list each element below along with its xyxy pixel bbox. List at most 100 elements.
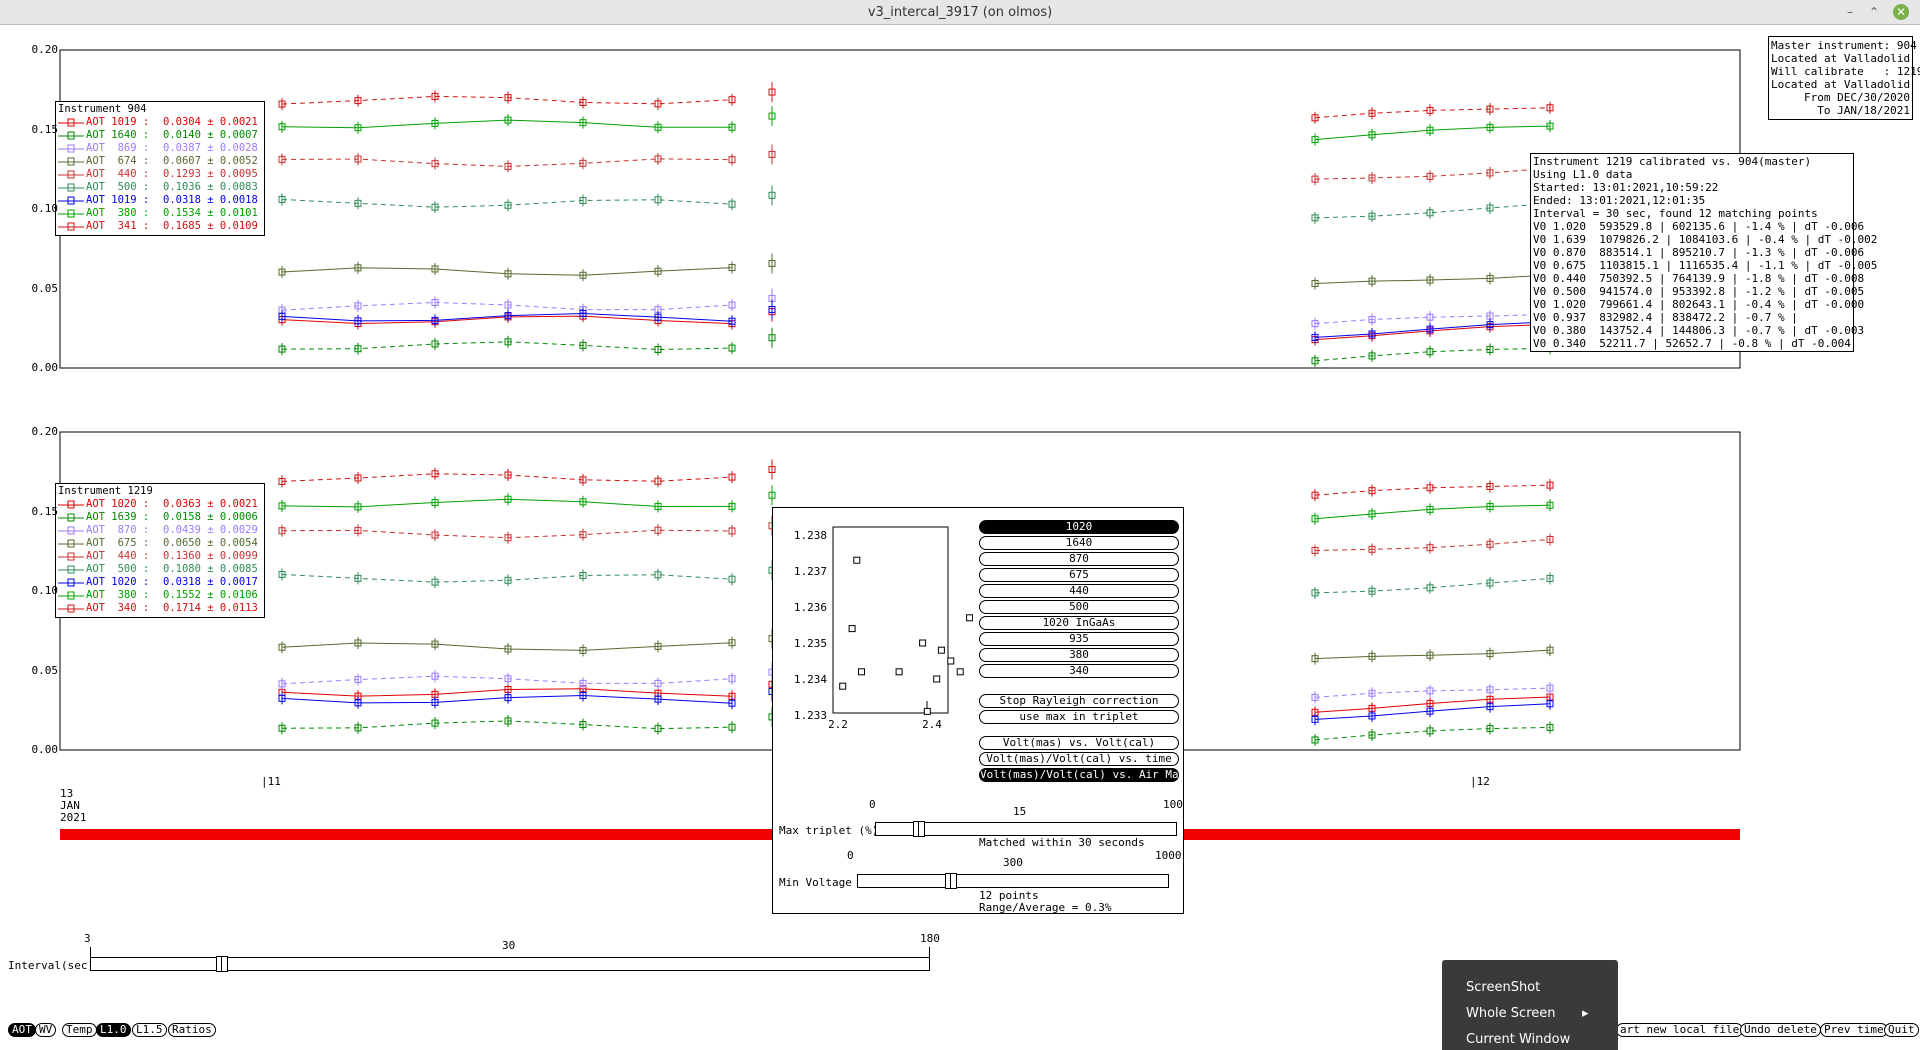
data-point bbox=[768, 491, 776, 499]
max-triplet-thumb[interactable] bbox=[913, 821, 925, 837]
data-point bbox=[728, 317, 736, 325]
info-line: V0 1.020 593529.8 | 602135.6 | -1.4 % | … bbox=[1533, 220, 1865, 233]
wavelength-button-935[interactable]: 935 bbox=[979, 632, 1179, 646]
toggle-ratios[interactable]: Ratios bbox=[168, 1023, 216, 1037]
data-point bbox=[579, 692, 587, 700]
info-line: Located at Valladolid bbox=[1771, 78, 1911, 91]
data-point bbox=[1311, 320, 1319, 328]
data-point bbox=[1368, 731, 1376, 739]
action-prev-time[interactable]: Prev time bbox=[1820, 1023, 1888, 1037]
data-point bbox=[1426, 276, 1434, 284]
data-point bbox=[431, 340, 439, 348]
menu-item-screenshot[interactable]: ScreenShot bbox=[1466, 980, 1541, 995]
legend-value: 0.0650 ± 0.0054 bbox=[163, 537, 258, 549]
series-line bbox=[1314, 202, 1551, 219]
data-point bbox=[654, 477, 662, 485]
data-point bbox=[654, 196, 662, 204]
min-voltage-mid: 300 bbox=[1003, 856, 1023, 869]
toggle-temp[interactable]: Temp bbox=[62, 1023, 97, 1037]
data-point bbox=[1368, 277, 1376, 285]
data-point bbox=[1368, 352, 1376, 360]
data-point bbox=[504, 495, 512, 503]
legend-marker-icon bbox=[58, 513, 84, 522]
data-point bbox=[354, 724, 362, 732]
range-average-note: Range/Average = 0.3% bbox=[979, 901, 1112, 914]
data-point bbox=[431, 640, 439, 648]
data-point bbox=[1426, 707, 1434, 715]
toggle-wv[interactable]: WV bbox=[35, 1023, 57, 1037]
data-point bbox=[728, 675, 736, 683]
info-line: V0 0.440 750392.5 | 764139.9 | -1.8 % | … bbox=[1533, 272, 1865, 285]
data-point bbox=[1486, 105, 1494, 113]
toggle-l1-5[interactable]: L1.5 bbox=[132, 1023, 167, 1037]
max-triplet-track[interactable] bbox=[875, 822, 1177, 836]
data-point bbox=[1426, 687, 1434, 695]
interval-slider-thumb[interactable] bbox=[216, 956, 228, 972]
info-line: V0 0.500 941574.0 | 953392.8 | -1.2 % | … bbox=[1533, 285, 1865, 298]
data-point bbox=[354, 574, 362, 582]
close-icon[interactable]: ✕ bbox=[1893, 4, 1909, 20]
data-point bbox=[354, 474, 362, 482]
min-voltage-track[interactable] bbox=[857, 874, 1169, 888]
wavelength-button-340[interactable]: 340 bbox=[979, 664, 1179, 678]
data-point bbox=[1311, 736, 1319, 744]
legend-value: 0.1685 ± 0.0109 bbox=[163, 220, 258, 232]
plot-mode-button[interactable]: Volt(mas)/Volt(cal) vs. time bbox=[979, 752, 1179, 766]
wavelength-button-1020-ingaas[interactable]: 1020 InGaAs bbox=[979, 616, 1179, 630]
action-quit[interactable]: Quit bbox=[1884, 1023, 1919, 1037]
legend-marker-icon bbox=[58, 565, 84, 574]
data-point bbox=[1546, 684, 1554, 692]
menu-item-whole-screen[interactable]: Whole Screen bbox=[1466, 1006, 1556, 1021]
y-tick-label: 0.20 bbox=[31, 43, 59, 56]
series-line bbox=[1314, 107, 1551, 119]
data-point bbox=[654, 100, 662, 108]
wavelength-button-440[interactable]: 440 bbox=[979, 584, 1179, 598]
tick bbox=[929, 947, 930, 957]
info-line: Ended: 13:01:2021,12:01:35 bbox=[1533, 194, 1706, 207]
data-point bbox=[354, 97, 362, 105]
toggle-l1-0[interactable]: L1.0 bbox=[96, 1023, 131, 1037]
interval-slider-track[interactable] bbox=[90, 957, 930, 971]
wavelength-button-1640[interactable]: 1640 bbox=[979, 536, 1179, 550]
data-point bbox=[654, 502, 662, 510]
min-voltage-thumb[interactable] bbox=[945, 873, 957, 889]
action-undo-delete[interactable]: Undo delete bbox=[1740, 1023, 1821, 1037]
data-point bbox=[1486, 321, 1494, 329]
data-point bbox=[728, 344, 736, 352]
wavelength-button-1020[interactable]: 1020 bbox=[979, 520, 1179, 534]
plot-mode-button[interactable]: Volt(mas)/Volt(cal) vs. Air Mass bbox=[979, 768, 1179, 782]
data-point bbox=[278, 724, 286, 732]
data-point bbox=[1486, 345, 1494, 353]
legend-value: 0.0140 ± 0.0007 bbox=[163, 129, 258, 141]
toggle-aot[interactable]: AOT bbox=[8, 1023, 36, 1037]
maximize-icon[interactable]: ⌃ bbox=[1868, 5, 1880, 19]
legend-row: AOT 1639 : 0.0158 ± 0.0006 bbox=[58, 511, 264, 524]
data-point bbox=[1426, 126, 1434, 134]
data-point bbox=[1546, 104, 1554, 112]
scatter-point bbox=[919, 639, 927, 647]
wavelength-button-380[interactable]: 380 bbox=[979, 648, 1179, 662]
legend-value: 0.1360 ± 0.0099 bbox=[163, 550, 258, 562]
scatter-point bbox=[937, 646, 945, 654]
data-point bbox=[654, 123, 662, 131]
use-max-triplet-button[interactable]: use max in triplet bbox=[979, 710, 1179, 724]
wavelength-button-870[interactable]: 870 bbox=[979, 552, 1179, 566]
data-point bbox=[1311, 175, 1319, 183]
minimize-icon[interactable]: – bbox=[1847, 5, 1853, 19]
scatter-point bbox=[947, 657, 955, 665]
legend-row: AOT 380 : 0.1552 ± 0.0106 bbox=[58, 589, 264, 602]
data-point bbox=[768, 112, 776, 120]
legend-value: 0.0158 ± 0.0006 bbox=[163, 511, 258, 523]
series-line bbox=[1314, 167, 1551, 180]
wavelength-button-675[interactable]: 675 bbox=[979, 568, 1179, 582]
wavelength-button-500[interactable]: 500 bbox=[979, 600, 1179, 614]
stop-rayleigh-button[interactable]: Stop Rayleigh correction bbox=[979, 694, 1179, 708]
data-point bbox=[278, 268, 286, 276]
data-point bbox=[431, 499, 439, 507]
menu-item-current-window[interactable]: Current Window bbox=[1466, 1032, 1571, 1047]
action-art-new-local-file[interactable]: art new local file bbox=[1616, 1023, 1744, 1037]
legend-value: 0.0363 ± 0.0021 bbox=[163, 498, 258, 510]
data-point bbox=[768, 465, 776, 473]
plot-mode-button[interactable]: Volt(mas) vs. Volt(cal) bbox=[979, 736, 1179, 750]
legend-marker-icon bbox=[58, 144, 84, 153]
